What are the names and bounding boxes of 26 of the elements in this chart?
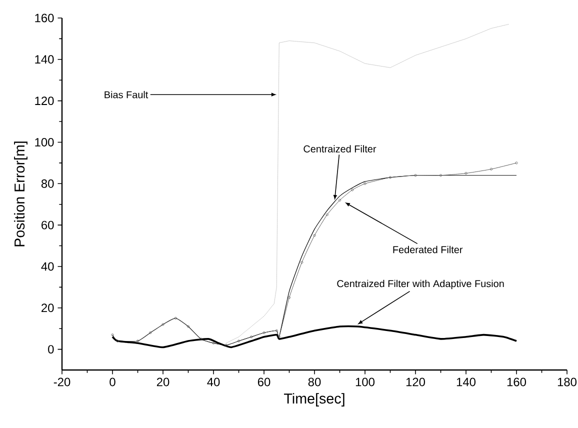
x-axis-title: Time[sec] <box>284 393 344 406</box>
annotation: Federated Filter <box>393 246 463 254</box>
y-tick-label: 0 <box>48 345 54 354</box>
x-tick-label: -20 <box>54 378 70 386</box>
annotation: Centraized Filter with Adaptive Fusion <box>337 280 504 290</box>
annotation: Bias Fault <box>104 90 148 98</box>
y-tick-label: 80 <box>41 179 54 188</box>
y-tick-label: 60 <box>42 220 54 230</box>
x-tick-label: 0 <box>110 378 116 386</box>
y-tick-label: 40 <box>41 262 54 271</box>
x-tick-label: 20 <box>156 378 170 386</box>
y-tick-label: 160 <box>35 14 54 22</box>
y-tick-label: 140 <box>35 55 54 64</box>
x-tick-label: 60 <box>258 378 270 386</box>
y-tick-label: 120 <box>35 96 54 106</box>
x-tick-label: 80 <box>308 378 321 386</box>
y-axis-title: Position Error[m] <box>14 142 28 246</box>
x-tick-label: 120 <box>406 378 426 386</box>
annotation: Centraized Filter <box>304 145 376 152</box>
x-tick-label: 160 <box>507 378 526 386</box>
y-tick-label: 100 <box>35 138 54 146</box>
x-tick-label: 100 <box>356 378 375 386</box>
x-tick-label: 140 <box>456 378 476 386</box>
y-tick-label: 20 <box>42 304 54 312</box>
x-tick-label: 40 <box>207 378 220 386</box>
x-tick-label: 180 <box>558 378 577 386</box>
